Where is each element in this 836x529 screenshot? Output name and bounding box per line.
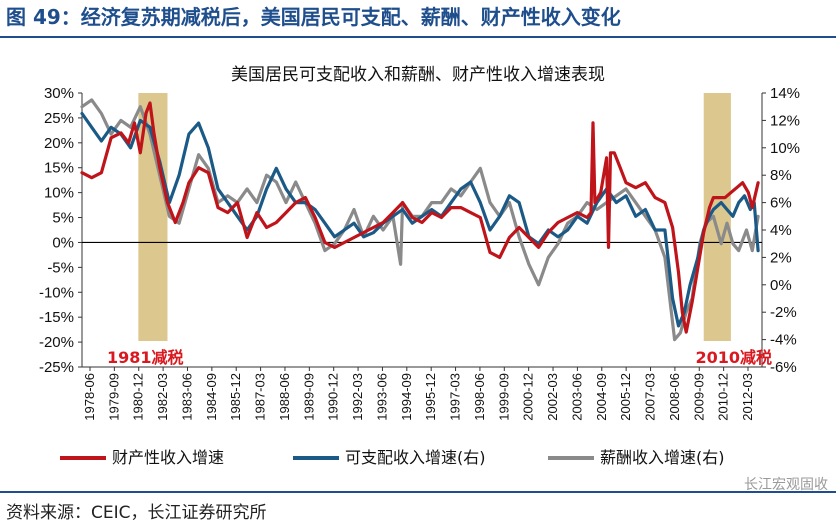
right-tick-label: 10% <box>770 140 800 157</box>
legend-label-3: 薪酬收入增速(右) <box>600 448 725 467</box>
line-chart: -25% -20% -15% -10% -5% 0% 5% 10% 15% 20% 25% 30% -6… <box>39 65 800 467</box>
watermark: 长江宏观固收 <box>744 477 828 493</box>
series-line-1 <box>80 101 760 334</box>
x-tick-label: 1987-03 <box>253 373 268 421</box>
x-tick-label: 1983-06 <box>179 373 194 421</box>
right-tick-label: 4% <box>770 222 792 239</box>
left-tick-label: 30% <box>44 85 74 102</box>
x-tick-label: 1999-09 <box>496 373 511 421</box>
x-tick-label: 1995-12 <box>423 373 438 421</box>
x-tick-label: 1997-03 <box>448 373 463 421</box>
left-tick-label: -10% <box>39 284 74 301</box>
chart-title: 美国居民可支配收入和薪酬、财产性收入增速表现 <box>231 65 605 85</box>
x-tick-label: 1988-06 <box>277 373 292 421</box>
right-tick-label: -2% <box>770 304 797 321</box>
right-tick-label: -4% <box>770 332 797 349</box>
series-lines <box>80 98 760 342</box>
left-tick-label: -15% <box>39 309 74 326</box>
figure-title: 图 49：经济复苏期减税后，美国居民可支配、薪酬、财产性收入变化 <box>6 5 621 29</box>
x-tick-label: 2002-03 <box>545 373 560 421</box>
right-tick-label: 8% <box>770 167 792 184</box>
source-divider <box>0 491 836 493</box>
legend-label-1: 财产性收入增速 <box>112 448 224 467</box>
legend: 财产性收入增速 可支配收入增速(右) 薪酬收入增速(右) <box>60 448 725 467</box>
shaded-periods <box>138 93 731 341</box>
right-tick-label: 2% <box>770 249 792 266</box>
left-tick-label: -20% <box>39 334 74 351</box>
x-tick-label: 1994-09 <box>399 373 414 421</box>
x-tick-label: 1980-12 <box>131 373 146 421</box>
left-tick-label: -25% <box>39 359 74 376</box>
title-divider <box>0 36 836 38</box>
left-tick-label: 25% <box>44 110 74 127</box>
x-tick-label: 2010-12 <box>716 373 731 421</box>
x-tick-label: 1990-12 <box>326 373 341 421</box>
left-tick-label: 0% <box>52 234 74 251</box>
x-tick-label: 1979-09 <box>106 373 121 421</box>
x-tick-label: 1989-09 <box>301 373 316 421</box>
right-tick-label: 12% <box>770 112 800 129</box>
x-tick-label: 1998-06 <box>472 373 487 421</box>
left-tick-label: 10% <box>44 185 74 202</box>
x-tick-label: 1992-03 <box>350 373 365 421</box>
x-tick-label: 1982-03 <box>155 373 170 421</box>
x-tick-label: 2005-12 <box>618 373 633 421</box>
x-tick-label: 1993-06 <box>374 373 389 421</box>
x-tick-label: 2000-12 <box>521 373 536 421</box>
x-tick-label: 1985-12 <box>228 373 243 421</box>
series-line-3 <box>80 98 760 342</box>
axes: -25% -20% -15% -10% -5% 0% 5% 10% 15% 20% 25% 30% -6… <box>39 85 800 421</box>
left-tick-label: 15% <box>44 160 74 177</box>
left-tick-label: -5% <box>47 259 74 276</box>
x-tick-label: 2012-03 <box>740 373 755 421</box>
x-tick-label: 1978-06 <box>82 373 97 421</box>
x-tick-label: 2008-06 <box>667 373 682 421</box>
right-tick-label: 6% <box>770 195 792 212</box>
x-tick-label: 2003-06 <box>569 373 584 421</box>
x-tick-label: 2004-09 <box>594 373 609 421</box>
left-tick-label: 5% <box>52 210 74 227</box>
x-tick-label: 1984-09 <box>204 373 219 421</box>
series-line-2 <box>80 111 760 328</box>
left-tick-label: 20% <box>44 135 74 152</box>
right-tick-label: -6% <box>770 359 797 376</box>
shade-label-1981: 1981减税 <box>107 348 184 367</box>
source-note: 资料来源：CEIC，长江证券研究所 <box>6 503 267 523</box>
annotations: 1981减税 2010减税 <box>107 348 772 367</box>
right-tick-label: 0% <box>770 277 792 294</box>
shade-label-2010: 2010减税 <box>695 348 772 367</box>
legend-label-2: 可支配收入增速(右) <box>345 448 486 467</box>
x-tick-label: 2007-03 <box>643 373 658 421</box>
right-tick-label: 14% <box>770 85 800 102</box>
x-tick-label: 2009-09 <box>691 373 706 421</box>
